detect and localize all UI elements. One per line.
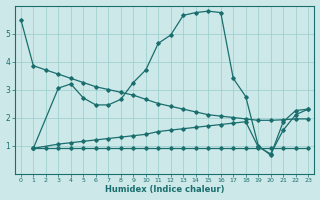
X-axis label: Humidex (Indice chaleur): Humidex (Indice chaleur) bbox=[105, 185, 224, 194]
